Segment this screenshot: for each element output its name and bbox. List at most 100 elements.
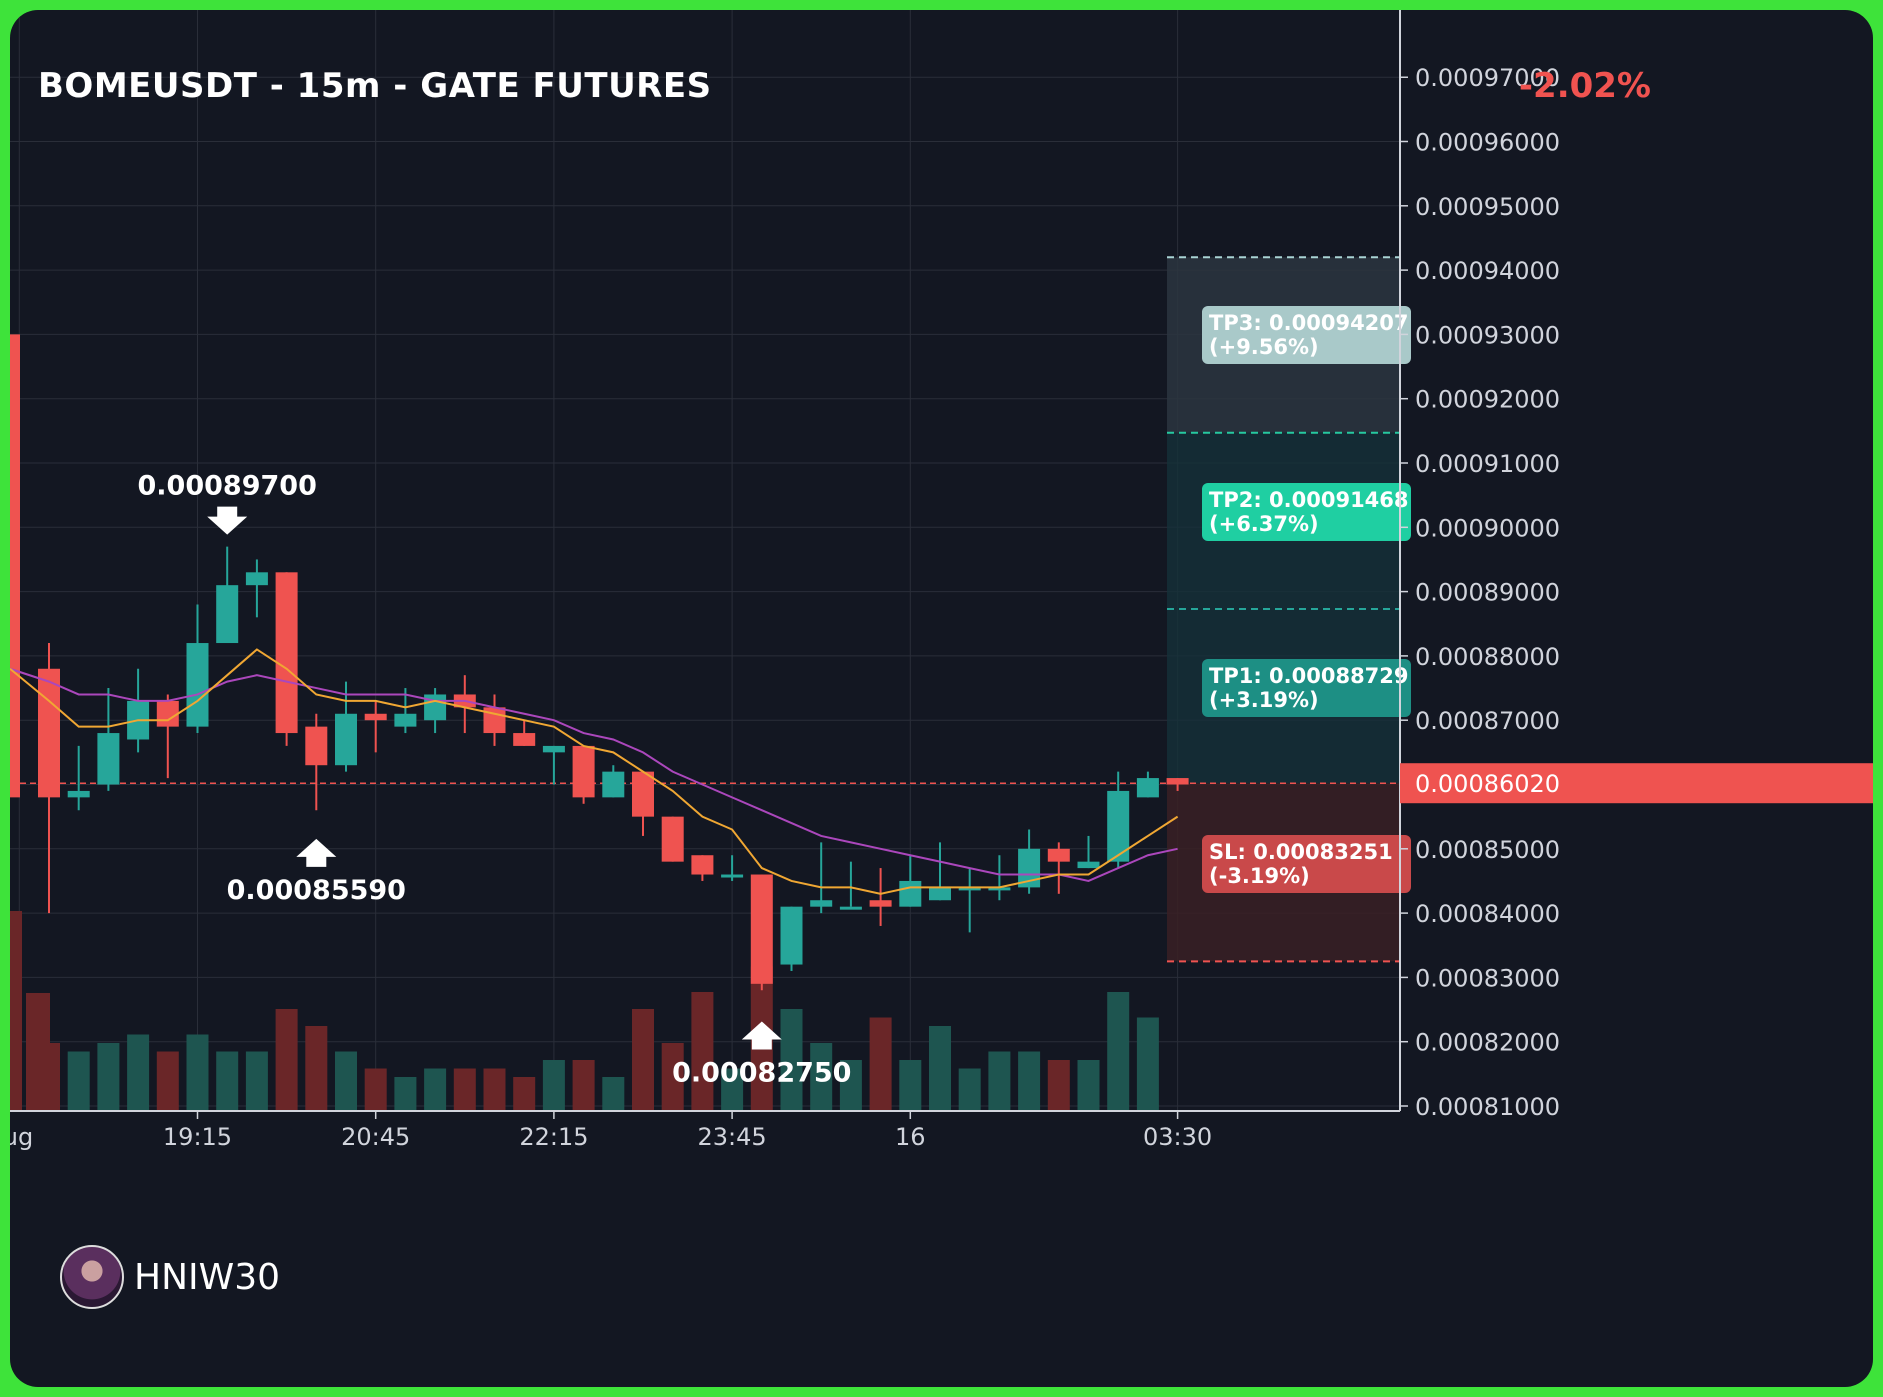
candle: [38, 668, 60, 798]
tp2-label-percent: (+6.37%): [1209, 512, 1319, 536]
annotation-arrow-icon: [296, 838, 337, 867]
price-tick-label: 0.00093000: [1415, 321, 1560, 349]
annotation-label: 0.00089700: [138, 471, 317, 502]
candle: [602, 771, 625, 798]
volume-bar: [245, 1051, 268, 1111]
volume-bar: [424, 1068, 447, 1111]
volume-bar: [26, 993, 50, 1111]
candle: [632, 771, 654, 817]
volume-bar: [97, 1043, 120, 1111]
volume-bar: [869, 1017, 892, 1111]
candle: [661, 816, 684, 862]
candle: [275, 572, 298, 734]
candle: [899, 880, 922, 907]
price-tick-label: 0.00081000: [1415, 1093, 1560, 1121]
tp2-label-price: TP2: 0.00091468: [1209, 488, 1409, 512]
price-tick-label: 0.00084000: [1415, 900, 1560, 928]
volume-bar: [453, 1068, 476, 1111]
candle: [335, 713, 357, 766]
candle: [513, 733, 536, 746]
avatar: [60, 1245, 124, 1309]
candle: [691, 855, 714, 875]
volume-bar: [1047, 1060, 1070, 1111]
price-tick-label: 0.00089000: [1415, 579, 1560, 607]
time-tick-label: 03:30: [1143, 1123, 1212, 1151]
candle: [869, 900, 892, 907]
time-tick-label: ug: [10, 1123, 33, 1151]
volume-bar: [394, 1077, 417, 1111]
candle: [721, 874, 744, 878]
volume-bar: [810, 1043, 833, 1111]
price-tick-label: 0.00090000: [1415, 514, 1560, 542]
tp2-label-box: [1202, 483, 1411, 541]
volume-bar: [780, 1009, 803, 1111]
candle: [542, 745, 565, 753]
candle: [1166, 778, 1189, 785]
tp3-label-box: [1202, 306, 1411, 364]
candle: [1077, 861, 1100, 869]
volume-bar: [216, 1051, 239, 1111]
watermark: HNIW30: [60, 1245, 280, 1309]
candle: [929, 887, 951, 901]
volume-bar: [572, 1060, 595, 1111]
price-tick-label: 0.00091000: [1415, 450, 1560, 478]
annotation-label: 0.00082750: [672, 1057, 851, 1088]
volume-bar: [542, 1060, 565, 1111]
price-change: -2.02%: [1518, 66, 1651, 106]
tp1-label-price: TP1: 0.00088729: [1209, 664, 1409, 688]
time-tick-label: 20:45: [341, 1123, 410, 1151]
annotation-arrow-icon: [207, 506, 248, 535]
candle: [958, 887, 981, 891]
volume-bar: [335, 1051, 357, 1111]
volume-bar: [899, 1060, 922, 1111]
volume-bar: [186, 1034, 209, 1111]
candle: [97, 733, 120, 785]
price-tick-label: 0.00083000: [1415, 964, 1560, 992]
candle: [1136, 778, 1159, 798]
sl-label-percent: (-3.19%): [1209, 864, 1310, 888]
candle: [305, 726, 328, 766]
candle: [394, 713, 417, 727]
chart-title: BOMEUSDT - 15m - GATE FUTURES: [38, 66, 712, 106]
candle: [10, 334, 20, 798]
volume-bar: [661, 1043, 684, 1111]
price-tick-label: 0.00088000: [1415, 643, 1560, 671]
volume-bar: [929, 1026, 951, 1111]
price-tick-label: 0.00094000: [1415, 257, 1560, 285]
volume-bar: [156, 1051, 179, 1111]
candle: [186, 643, 209, 727]
candle: [1047, 848, 1070, 862]
current-price-tag: [1400, 763, 1873, 804]
volume-bar: [839, 1060, 862, 1111]
volume-bar: [721, 1068, 744, 1111]
volume-bar: [958, 1068, 981, 1111]
price-tick-label: 0.00092000: [1415, 386, 1560, 414]
volume-bar: [632, 1009, 654, 1111]
volume-bar: [513, 1077, 536, 1111]
volume-bar: [275, 1009, 298, 1111]
volume-bar: [988, 1051, 1011, 1111]
volume-bar: [602, 1077, 625, 1111]
ema-fast-line: [10, 648, 1179, 895]
candle: [67, 790, 90, 798]
tp1-label-percent: (+3.19%): [1209, 688, 1319, 712]
time-tick-label: 23:45: [698, 1123, 767, 1151]
candle: [156, 700, 179, 727]
price-tick-label: 0.00082000: [1415, 1029, 1560, 1057]
candle: [572, 745, 595, 798]
volume-bar: [305, 1026, 328, 1111]
candlestick-chart[interactable]: 0.00089700 0.00085590 0.00082750 TP3: 0.000…: [10, 10, 1873, 1387]
volume-bar: [127, 1034, 150, 1111]
volume-bar: [1136, 1017, 1159, 1111]
watermark-text: HNIW30: [134, 1256, 281, 1298]
current-price-label: 0.00086020: [1415, 770, 1560, 798]
tp3-label-price: TP3: 0.00094207: [1209, 311, 1409, 335]
sl-label-box: [1202, 835, 1411, 893]
candle: [780, 906, 803, 965]
price-tick-label: 0.00097000: [1415, 64, 1560, 92]
time-tick-label: 19:15: [163, 1123, 232, 1151]
sl-label-price: SL: 0.00083251: [1209, 840, 1393, 864]
annotation-label: 0.00085590: [227, 875, 406, 906]
price-tick-label: 0.00085000: [1415, 836, 1560, 864]
volume-bar: [67, 1051, 90, 1111]
